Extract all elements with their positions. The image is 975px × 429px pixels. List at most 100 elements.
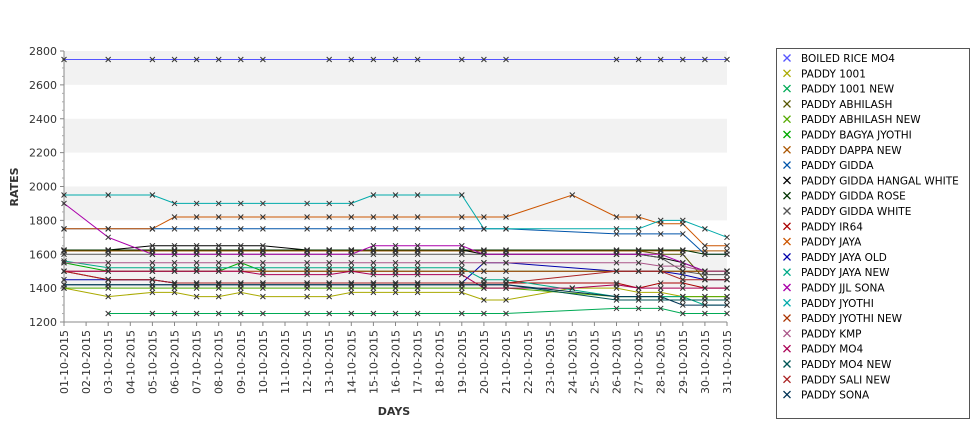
data-point bbox=[613, 281, 620, 288]
data-point bbox=[458, 280, 465, 286]
data-point bbox=[304, 310, 310, 317]
legend-item: PADDY 1001 NEW bbox=[783, 84, 895, 96]
legend-marker bbox=[783, 161, 791, 170]
data-point bbox=[503, 247, 509, 253]
data-point bbox=[657, 247, 664, 253]
data-point bbox=[171, 247, 178, 253]
legend-marker bbox=[783, 237, 791, 246]
data-point bbox=[348, 225, 355, 232]
data-point bbox=[635, 293, 642, 300]
x-tick-label: 22-10-2015 bbox=[522, 330, 535, 394]
data-point bbox=[260, 281, 266, 288]
data-point bbox=[260, 214, 266, 220]
data-point bbox=[105, 192, 112, 198]
data-point bbox=[370, 247, 377, 253]
data-point bbox=[260, 259, 266, 266]
x-tick-label: 07-10-2015 bbox=[191, 330, 204, 394]
data-point bbox=[613, 56, 620, 63]
grid-band bbox=[64, 186, 727, 221]
data-point bbox=[503, 251, 509, 258]
data-point bbox=[724, 234, 730, 241]
legend-label: PADDY ABHILASH bbox=[801, 99, 892, 111]
data-point bbox=[414, 56, 421, 63]
data-point bbox=[237, 200, 244, 207]
data-point bbox=[370, 251, 377, 258]
data-point bbox=[237, 242, 244, 249]
data-point bbox=[260, 225, 266, 232]
data-point bbox=[105, 225, 112, 232]
data-point bbox=[414, 251, 421, 258]
data-point bbox=[414, 289, 421, 296]
legend-marker bbox=[783, 298, 791, 307]
x-tick-label: 21-10-2015 bbox=[500, 330, 513, 394]
y-tick-label: 1600 bbox=[29, 248, 57, 261]
data-point bbox=[613, 293, 620, 300]
data-point bbox=[193, 200, 200, 207]
x-tick-label: 04-10-2015 bbox=[124, 330, 137, 394]
legend-label: PADDY GIDDA bbox=[801, 160, 874, 172]
data-point bbox=[171, 289, 178, 296]
data-point bbox=[613, 231, 620, 237]
legend-box bbox=[776, 48, 970, 419]
y-tick-label: 2200 bbox=[29, 147, 57, 160]
data-point bbox=[635, 214, 642, 220]
data-point bbox=[149, 247, 156, 253]
data-point bbox=[458, 192, 465, 198]
data-point bbox=[260, 200, 266, 207]
data-point bbox=[657, 305, 664, 312]
data-point bbox=[304, 225, 310, 232]
data-point bbox=[149, 192, 156, 198]
data-point bbox=[326, 247, 333, 253]
data-point bbox=[370, 242, 377, 249]
legend-marker bbox=[783, 390, 791, 399]
data-point bbox=[105, 268, 112, 275]
data-point bbox=[260, 56, 266, 63]
legend-marker bbox=[783, 191, 791, 200]
y-tick-label: 1200 bbox=[29, 316, 57, 329]
legend-marker bbox=[783, 176, 791, 185]
grid-band bbox=[64, 118, 727, 153]
data-point bbox=[215, 56, 222, 63]
data-point bbox=[260, 247, 266, 253]
x-tick-label: 09-10-2015 bbox=[235, 330, 248, 394]
legend-item: PADDY BAGYA JYOTHI bbox=[783, 130, 912, 142]
data-point bbox=[679, 268, 686, 275]
x-tick-label: 02-10-2015 bbox=[80, 330, 93, 394]
data-point bbox=[61, 56, 67, 63]
data-point bbox=[215, 200, 222, 207]
legend-item: PADDY GIDDA HANGAL WHITE bbox=[783, 175, 959, 187]
data-point bbox=[304, 251, 310, 258]
x-axis-title: DAYS bbox=[378, 405, 411, 418]
y-axis: 1200 1400 1600 1800 2000 2200 2400 2600 2800 bbox=[29, 45, 65, 329]
legend-marker bbox=[783, 130, 791, 139]
data-point bbox=[193, 56, 200, 63]
data-point bbox=[237, 56, 244, 63]
data-point bbox=[304, 214, 310, 220]
data-point bbox=[392, 280, 399, 286]
data-point bbox=[326, 259, 333, 266]
data-point bbox=[679, 302, 686, 308]
x-tick-label: 29-10-2015 bbox=[677, 330, 690, 394]
data-point bbox=[458, 281, 465, 288]
data-point bbox=[503, 310, 509, 317]
data-point bbox=[724, 285, 730, 291]
data-point bbox=[458, 242, 465, 249]
x-tick-label: 13-10-2015 bbox=[323, 330, 336, 394]
data-point bbox=[193, 281, 200, 288]
data-point bbox=[635, 268, 642, 275]
data-point bbox=[370, 280, 377, 286]
data-point bbox=[149, 268, 156, 275]
data-point bbox=[193, 293, 200, 300]
data-point bbox=[569, 192, 576, 198]
data-point bbox=[193, 259, 200, 266]
legend-item: PADDY MO4 NEW bbox=[783, 359, 892, 371]
data-point bbox=[193, 280, 200, 286]
data-point bbox=[657, 289, 664, 296]
data-point bbox=[61, 281, 67, 288]
data-point bbox=[326, 281, 333, 288]
data-point bbox=[724, 297, 730, 303]
x-tick-label: 01-10-2015 bbox=[58, 330, 71, 394]
data-point bbox=[105, 276, 112, 283]
data-point bbox=[657, 285, 664, 291]
data-point bbox=[635, 56, 642, 63]
